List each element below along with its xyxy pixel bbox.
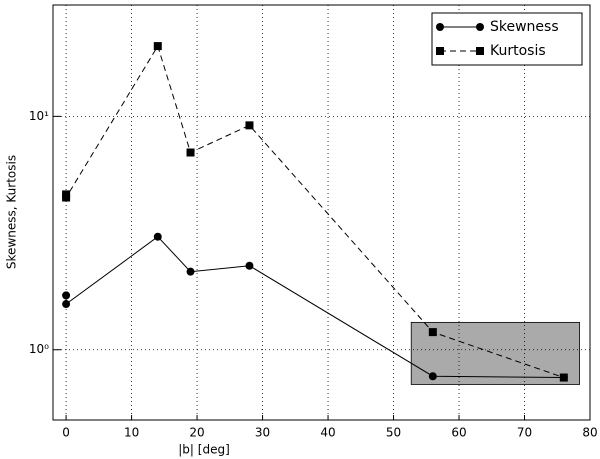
x-tick-label: 20	[189, 426, 204, 440]
x-tick-label: 70	[517, 426, 532, 440]
marker	[436, 23, 444, 31]
marker	[428, 328, 437, 337]
marker	[245, 121, 254, 130]
marker	[153, 232, 162, 241]
x-tick-label: 60	[451, 426, 466, 440]
marker	[153, 42, 162, 51]
x-axis-label: |b| [deg]	[178, 443, 230, 457]
plot-frame	[52, 4, 591, 421]
marker	[476, 47, 484, 55]
x-tick-label: 0	[62, 426, 70, 440]
marker	[245, 261, 254, 270]
y-tick-label: 10⁰	[29, 342, 49, 356]
legend-frame	[431, 12, 583, 66]
marker	[62, 291, 71, 300]
x-tick-label: 10	[124, 426, 139, 440]
marker	[436, 47, 444, 55]
x-tick-label: 50	[386, 426, 401, 440]
shaded-region	[410, 321, 580, 385]
marker	[186, 148, 195, 157]
marker	[428, 372, 437, 381]
legend-label: Kurtosis	[490, 43, 546, 59]
x-tick-label: 30	[255, 426, 270, 440]
legend-label: Skewness	[490, 19, 559, 35]
marker	[62, 300, 71, 309]
x-tick-label: 40	[320, 426, 335, 440]
y-tick-label: 10¹	[29, 109, 49, 123]
x-tick-label: 80	[582, 426, 597, 440]
marker	[476, 23, 484, 31]
marker	[559, 373, 568, 382]
y-axis-label: Skewness, Kurtosis	[5, 155, 19, 269]
marker	[186, 267, 195, 276]
marker	[62, 193, 71, 202]
